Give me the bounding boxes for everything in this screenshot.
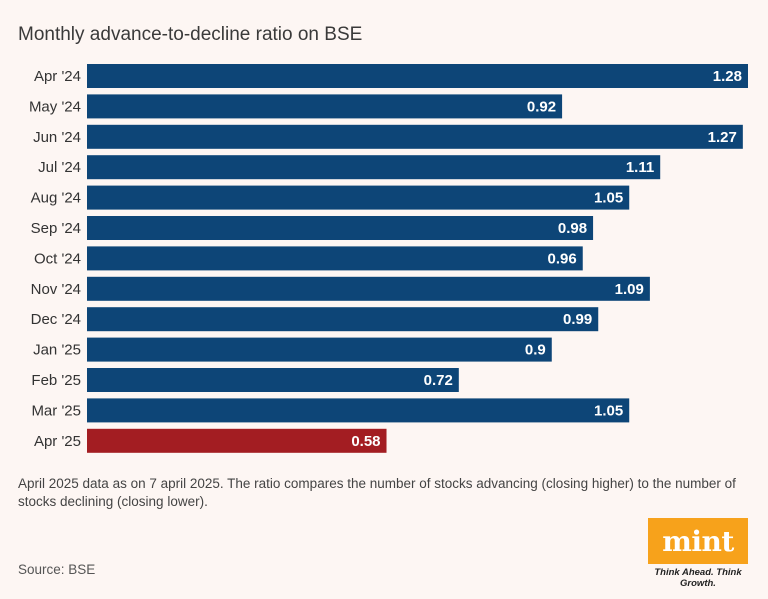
bar bbox=[87, 216, 594, 240]
bar-value-label: 1.27 bbox=[708, 129, 737, 146]
category-label: Feb '25 bbox=[31, 372, 81, 389]
bar-value-label: 1.05 bbox=[594, 190, 623, 207]
bar-value-label: 1.09 bbox=[615, 281, 644, 298]
bar-value-label: 0.96 bbox=[548, 250, 577, 267]
bar bbox=[87, 185, 630, 210]
bar-value-label: 0.92 bbox=[527, 98, 556, 115]
category-label: Aug '24 bbox=[31, 190, 81, 207]
chart-title: Monthly advance-to-decline ratio on BSE bbox=[18, 24, 363, 45]
footnote: April 2025 data as on 7 april 2025. The … bbox=[18, 476, 736, 509]
category-label: Apr '25 bbox=[34, 433, 81, 450]
category-label: Jan '25 bbox=[33, 342, 81, 359]
bar bbox=[87, 398, 630, 423]
category-label: Oct '24 bbox=[34, 250, 81, 267]
logo-tagline: Think Ahead. Think Growth. bbox=[654, 567, 742, 589]
bar bbox=[87, 124, 743, 149]
category-label: Nov '24 bbox=[31, 281, 81, 298]
category-label: May '24 bbox=[29, 98, 81, 115]
bar-value-label: 1.05 bbox=[594, 402, 623, 419]
bar bbox=[87, 246, 583, 271]
category-label: Dec '24 bbox=[31, 311, 81, 328]
source-note: Source: BSE bbox=[18, 562, 96, 577]
category-label: Jun '24 bbox=[33, 129, 81, 146]
bar bbox=[87, 307, 599, 332]
bar bbox=[87, 155, 661, 180]
category-label: Sep '24 bbox=[31, 220, 81, 237]
bar bbox=[87, 94, 563, 119]
bar-chart: Apr '24 1.28 May '24 0.92 Jun '24 1.27 Jul '24… bbox=[29, 64, 748, 453]
mint-logo: mint bbox=[648, 518, 748, 564]
category-label: Mar '25 bbox=[31, 402, 81, 419]
bar-value-label: 1.28 bbox=[713, 68, 742, 85]
bar bbox=[87, 428, 387, 453]
bar-value-label: 0.58 bbox=[351, 433, 380, 450]
bar bbox=[87, 276, 650, 301]
category-label: Jul '24 bbox=[38, 159, 81, 176]
bar-value-label: 0.98 bbox=[558, 220, 587, 237]
bar-value-label: 0.72 bbox=[424, 372, 453, 389]
bar-value-label: 0.9 bbox=[525, 342, 546, 359]
bar bbox=[87, 337, 552, 362]
bar bbox=[87, 368, 459, 392]
category-label: Apr '24 bbox=[34, 68, 81, 85]
bar-value-label: 0.99 bbox=[563, 311, 592, 328]
bar bbox=[87, 64, 748, 88]
bar-value-label: 1.11 bbox=[626, 159, 654, 176]
logo-wordmark: mint bbox=[662, 524, 734, 558]
